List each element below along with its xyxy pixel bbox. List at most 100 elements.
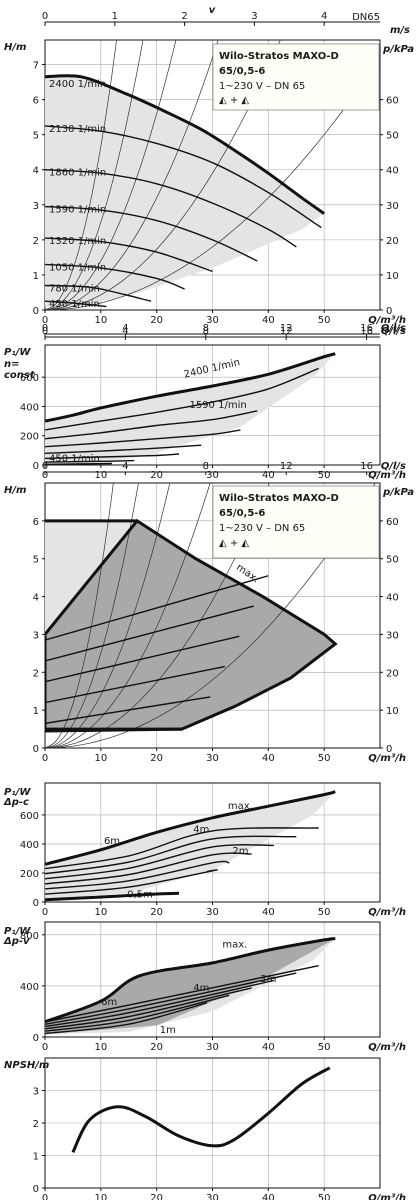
max-dpc-curve [45,790,336,866]
dp-line [45,696,211,725]
x2-tick-label: 16 [360,461,373,472]
x-tick-label: 10 [94,315,107,326]
x-tick-label: 50 [318,315,331,326]
x-tick-label: 0 [42,1193,48,1200]
power-curve [45,410,258,440]
dpv-curve [45,994,230,1032]
panel-npsh: 0 10 20 30 40 50 0 1 2 3 Q/m³/h NPSH/m [4,1057,406,1200]
x-axis-label: Q/m³/h [368,753,406,764]
y-tick-label: 0 [33,1033,39,1044]
x-tick-label: 30 [206,1193,219,1200]
dpv-curve [45,979,275,1028]
dpv-label-1m: 1m [160,1025,176,1036]
x-tick-label: 0 [42,907,48,918]
dpc-curve [45,835,297,875]
dpv-label-6m: 6m [101,997,117,1008]
velocity-unit-label: m/s [390,25,410,36]
y-tick-label: 200 [20,869,39,880]
x-tick-label: 10 [94,1193,107,1200]
x-tick-label: 30 [206,1042,219,1053]
speed-curve [45,284,152,302]
dp-line [45,635,240,683]
x2-tick-label: 16 [360,326,373,337]
power-curve-label-1590: 1590 1/min [189,400,246,411]
velocity-tick-label: 2 [181,11,187,22]
y-tick-label: 1 [33,706,39,717]
y-tick-label: 4 [33,593,39,604]
x-tick-label: 50 [318,1042,331,1053]
dpv-curve [45,987,252,1030]
y-tick-label: 2 [33,1119,39,1130]
x2-axis-label: Q/l/s [381,461,406,472]
x-tick-label: 0 [42,315,48,326]
y-tick-label: 5 [33,555,39,566]
x2-tick-label: 4 [122,323,128,334]
x-tick-label: 40 [262,753,275,764]
dpc-label-0-5m: 0,5m [127,890,153,901]
y-tick-label: 1 [33,1152,39,1163]
y2-tick-label: 30 [386,630,399,641]
y2-tick-label: 20 [386,668,399,679]
x-tick-label: 10 [94,470,107,481]
x2-tick-label: 0 [42,326,48,337]
x2-tick-label: 12 [280,461,293,472]
velocity-tick-label: 4 [321,11,327,22]
x-tick-label: 50 [318,1193,331,1200]
x-tick-label: 20 [150,1042,163,1053]
power-curve [45,453,180,460]
dpv-label-max: max. [222,940,247,951]
system-curve [45,483,211,748]
y-axis-label-2: Δp-c [3,797,29,808]
dpc-label-max: max. [228,801,253,812]
x-tick-label: 10 [94,907,107,918]
x-tick-label: 20 [150,315,163,326]
system-curve [45,57,380,310]
x2-tick-label: 0 [42,461,48,472]
speed-curve-label: 780 1/min [49,283,100,294]
x-tick-label: 30 [206,907,219,918]
y2-tick-label: 0 [386,744,392,755]
y2-tick-label: 60 [386,517,399,528]
x-tick-label: 30 [206,753,219,764]
y-tick-label: 0 [33,898,39,909]
y2-axis-label: p/kPa [382,44,414,55]
dpc-range-fill [45,791,336,900]
y-tick-label: 6 [33,96,39,107]
speed-curve [45,237,213,273]
x2-tick-label: 8 [203,326,209,337]
dp-line [45,605,254,662]
velocity-label: v [209,5,216,16]
power-curve [45,352,336,423]
product-title-2: Wilo-Stratos MAXO-D [219,493,339,504]
y2-tick-label: 10 [386,271,399,282]
y-tick-label: 400 [20,982,39,993]
x-axis-label: Q/m³/h [368,907,406,918]
dpv-curve [45,965,319,1023]
npsh-curve [71,1066,331,1153]
speed-curve [45,125,322,229]
bottom-limit-line [45,727,182,733]
y-tick-label: 1 [33,271,39,282]
panel-p1_dp_v: 0 10 20 30 40 50 0 400 800 Q/m³/h P₁/WΔp-v max. 6m 4m… [3,921,406,1053]
product-model-2: 65/0,5-6 [219,508,265,519]
velocity-tick-label: 1 [112,11,118,22]
x2-tick-label: 4 [122,326,128,337]
y2-tick-label: 50 [386,131,399,142]
x-tick-label: 0 [42,753,48,764]
x2-axis-label: Q/l/s [381,326,406,337]
x-axis-label: Q/m³/h [368,1042,406,1053]
dpv-curve [45,972,297,1025]
y-tick-label: 2 [33,668,39,679]
x-tick-label: 40 [262,315,275,326]
x2-tick-label: 12 [280,323,293,334]
y-axis-label-2: n= [4,359,20,370]
system-curve [45,40,144,310]
speed-curve [45,300,107,308]
y-tick-label: 3 [33,201,39,212]
y2-tick-label: 10 [386,706,399,717]
y2-tick-label: 40 [386,166,399,177]
y2-tick-label: 30 [386,201,399,212]
x2-tick-label: 4 [122,461,128,472]
x-tick-label: 20 [150,907,163,918]
